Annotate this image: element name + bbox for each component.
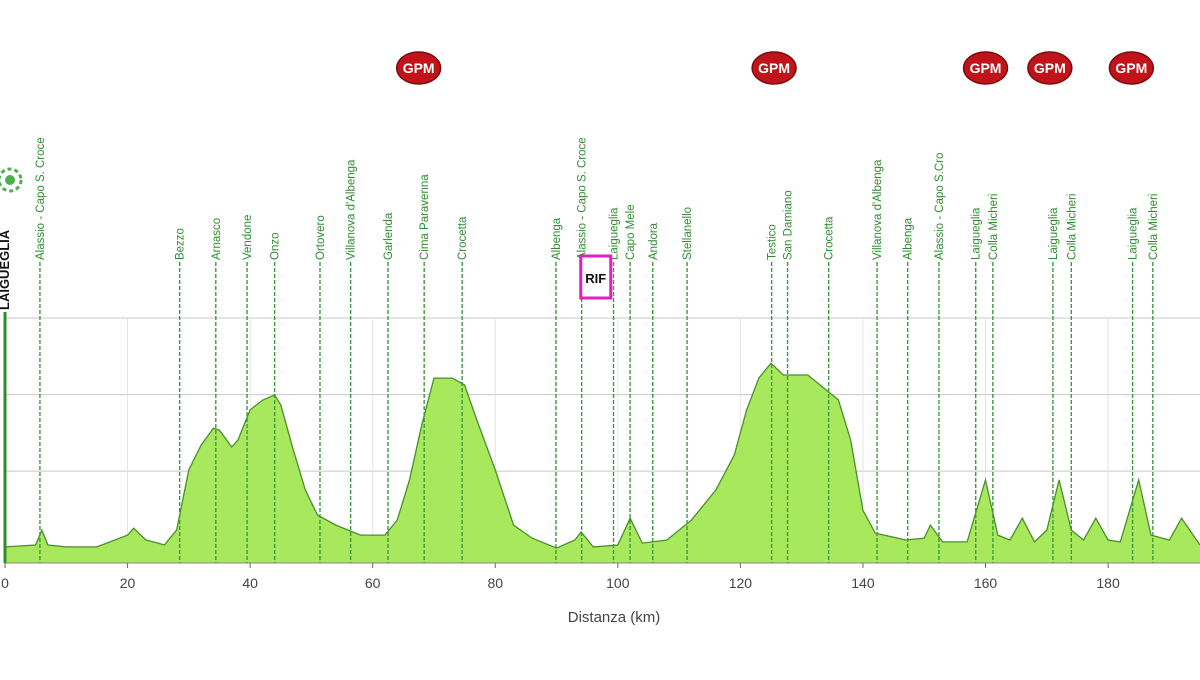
x-tick-label: 20 — [120, 575, 136, 591]
elevation-area — [5, 363, 1200, 563]
waypoint-label: Cima Paravenna — [419, 174, 431, 260]
waypoint-label: Colla Micheri — [988, 194, 1000, 260]
waypoint-label: Garlenda — [383, 212, 395, 260]
gpm-label: GPM — [1034, 60, 1066, 76]
waypoint-label: Stellanello — [682, 207, 694, 260]
gpm-badge — [751, 51, 797, 85]
waypoint-label: Andora — [648, 222, 660, 260]
waypoint-label: Alassio - Capo S. Croce — [35, 137, 47, 260]
gpm-badge — [1108, 51, 1155, 85]
waypoint-label: LAIGUEGLIA — [0, 229, 12, 310]
rif-label: RIF — [585, 271, 606, 286]
waypoint-label: Crocetta — [457, 216, 469, 260]
x-tick-label: 0 — [1, 575, 9, 591]
waypoint-label: Laigueglia — [1048, 207, 1060, 260]
gpm-badge — [962, 51, 1009, 85]
rif-box — [579, 254, 613, 300]
gpm-label: GPM — [758, 60, 790, 76]
x-tick-label: 80 — [487, 575, 503, 591]
x-tick-label: 180 — [1096, 575, 1120, 591]
x-tick-label: 40 — [242, 575, 258, 591]
waypoint-label: Capo Mele — [625, 204, 637, 260]
waypoint-label: Bezzo — [175, 228, 187, 260]
waypoint-label: Laigueglia — [1128, 207, 1140, 260]
x-tick-label: 100 — [606, 575, 630, 591]
gpm-badge — [395, 51, 442, 85]
x-tick-label: 160 — [974, 575, 998, 591]
waypoint-label: Alassio - Capo S. Croce — [577, 137, 589, 260]
x-tick-label: 60 — [365, 575, 381, 591]
waypoint-label: Albenga — [903, 217, 915, 260]
waypoint-label: Laigueglia — [971, 207, 983, 260]
waypoint-label: Ortovero — [315, 215, 327, 260]
waypoint-label: San Damiano — [783, 190, 795, 260]
waypoint-label: Colla Micheri — [1066, 194, 1078, 260]
x-axis-label: Distanza (km) — [568, 609, 661, 626]
waypoint-label: Villanova d'Albenga — [346, 159, 358, 260]
gpm-label: GPM — [970, 60, 1002, 76]
waypoint-label: Vendone — [242, 215, 254, 260]
waypoint-label: Colla Micheri — [1148, 194, 1160, 260]
waypoint-label: Crocetta — [824, 216, 836, 260]
waypoint-label: Laigueglia — [609, 207, 621, 260]
gpm-label: GPM — [1115, 60, 1147, 76]
waypoint-label: Alassio - Capo S.Cro — [934, 153, 946, 260]
waypoint-label: Villanova d'Albenga — [872, 159, 884, 260]
waypoint-label: Arnasco — [211, 218, 223, 260]
gpm-badge — [1027, 51, 1073, 85]
gpm-label: GPM — [403, 60, 435, 76]
x-tick-label: 120 — [729, 575, 753, 591]
waypoint-label: Albenga — [551, 217, 563, 260]
x-tick-label: 140 — [851, 575, 875, 591]
waypoint-label: Onzo — [270, 233, 282, 261]
waypoint-label: Testico — [767, 224, 779, 260]
start-icon — [0, 167, 23, 193]
